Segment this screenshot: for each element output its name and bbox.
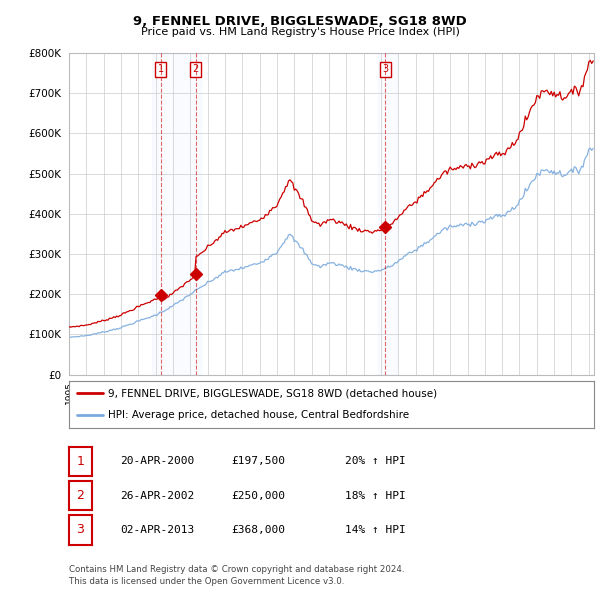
Text: 1: 1 xyxy=(76,455,85,468)
Text: 20% ↑ HPI: 20% ↑ HPI xyxy=(345,457,406,466)
Text: 9, FENNEL DRIVE, BIGGLESWADE, SG18 8WD: 9, FENNEL DRIVE, BIGGLESWADE, SG18 8WD xyxy=(133,15,467,28)
Text: £197,500: £197,500 xyxy=(231,457,285,466)
Text: 20-APR-2000: 20-APR-2000 xyxy=(120,457,194,466)
Text: 26-APR-2002: 26-APR-2002 xyxy=(120,491,194,500)
Text: Contains HM Land Registry data © Crown copyright and database right 2024.: Contains HM Land Registry data © Crown c… xyxy=(69,565,404,573)
Text: 9, FENNEL DRIVE, BIGGLESWADE, SG18 8WD (detached house): 9, FENNEL DRIVE, BIGGLESWADE, SG18 8WD (… xyxy=(109,388,437,398)
Text: 02-APR-2013: 02-APR-2013 xyxy=(120,525,194,535)
Bar xyxy=(152,53,201,375)
Text: 1: 1 xyxy=(158,64,164,74)
Text: 3: 3 xyxy=(382,64,388,74)
Text: This data is licensed under the Open Government Licence v3.0.: This data is licensed under the Open Gov… xyxy=(69,577,344,586)
Text: 2: 2 xyxy=(76,489,85,502)
Text: 14% ↑ HPI: 14% ↑ HPI xyxy=(345,525,406,535)
Text: £368,000: £368,000 xyxy=(231,525,285,535)
Text: 3: 3 xyxy=(76,523,85,536)
Text: 18% ↑ HPI: 18% ↑ HPI xyxy=(345,491,406,500)
Bar xyxy=(378,53,397,375)
Text: £250,000: £250,000 xyxy=(231,491,285,500)
Text: HPI: Average price, detached house, Central Bedfordshire: HPI: Average price, detached house, Cent… xyxy=(109,410,409,420)
Text: Price paid vs. HM Land Registry's House Price Index (HPI): Price paid vs. HM Land Registry's House … xyxy=(140,27,460,37)
Text: 2: 2 xyxy=(193,64,199,74)
